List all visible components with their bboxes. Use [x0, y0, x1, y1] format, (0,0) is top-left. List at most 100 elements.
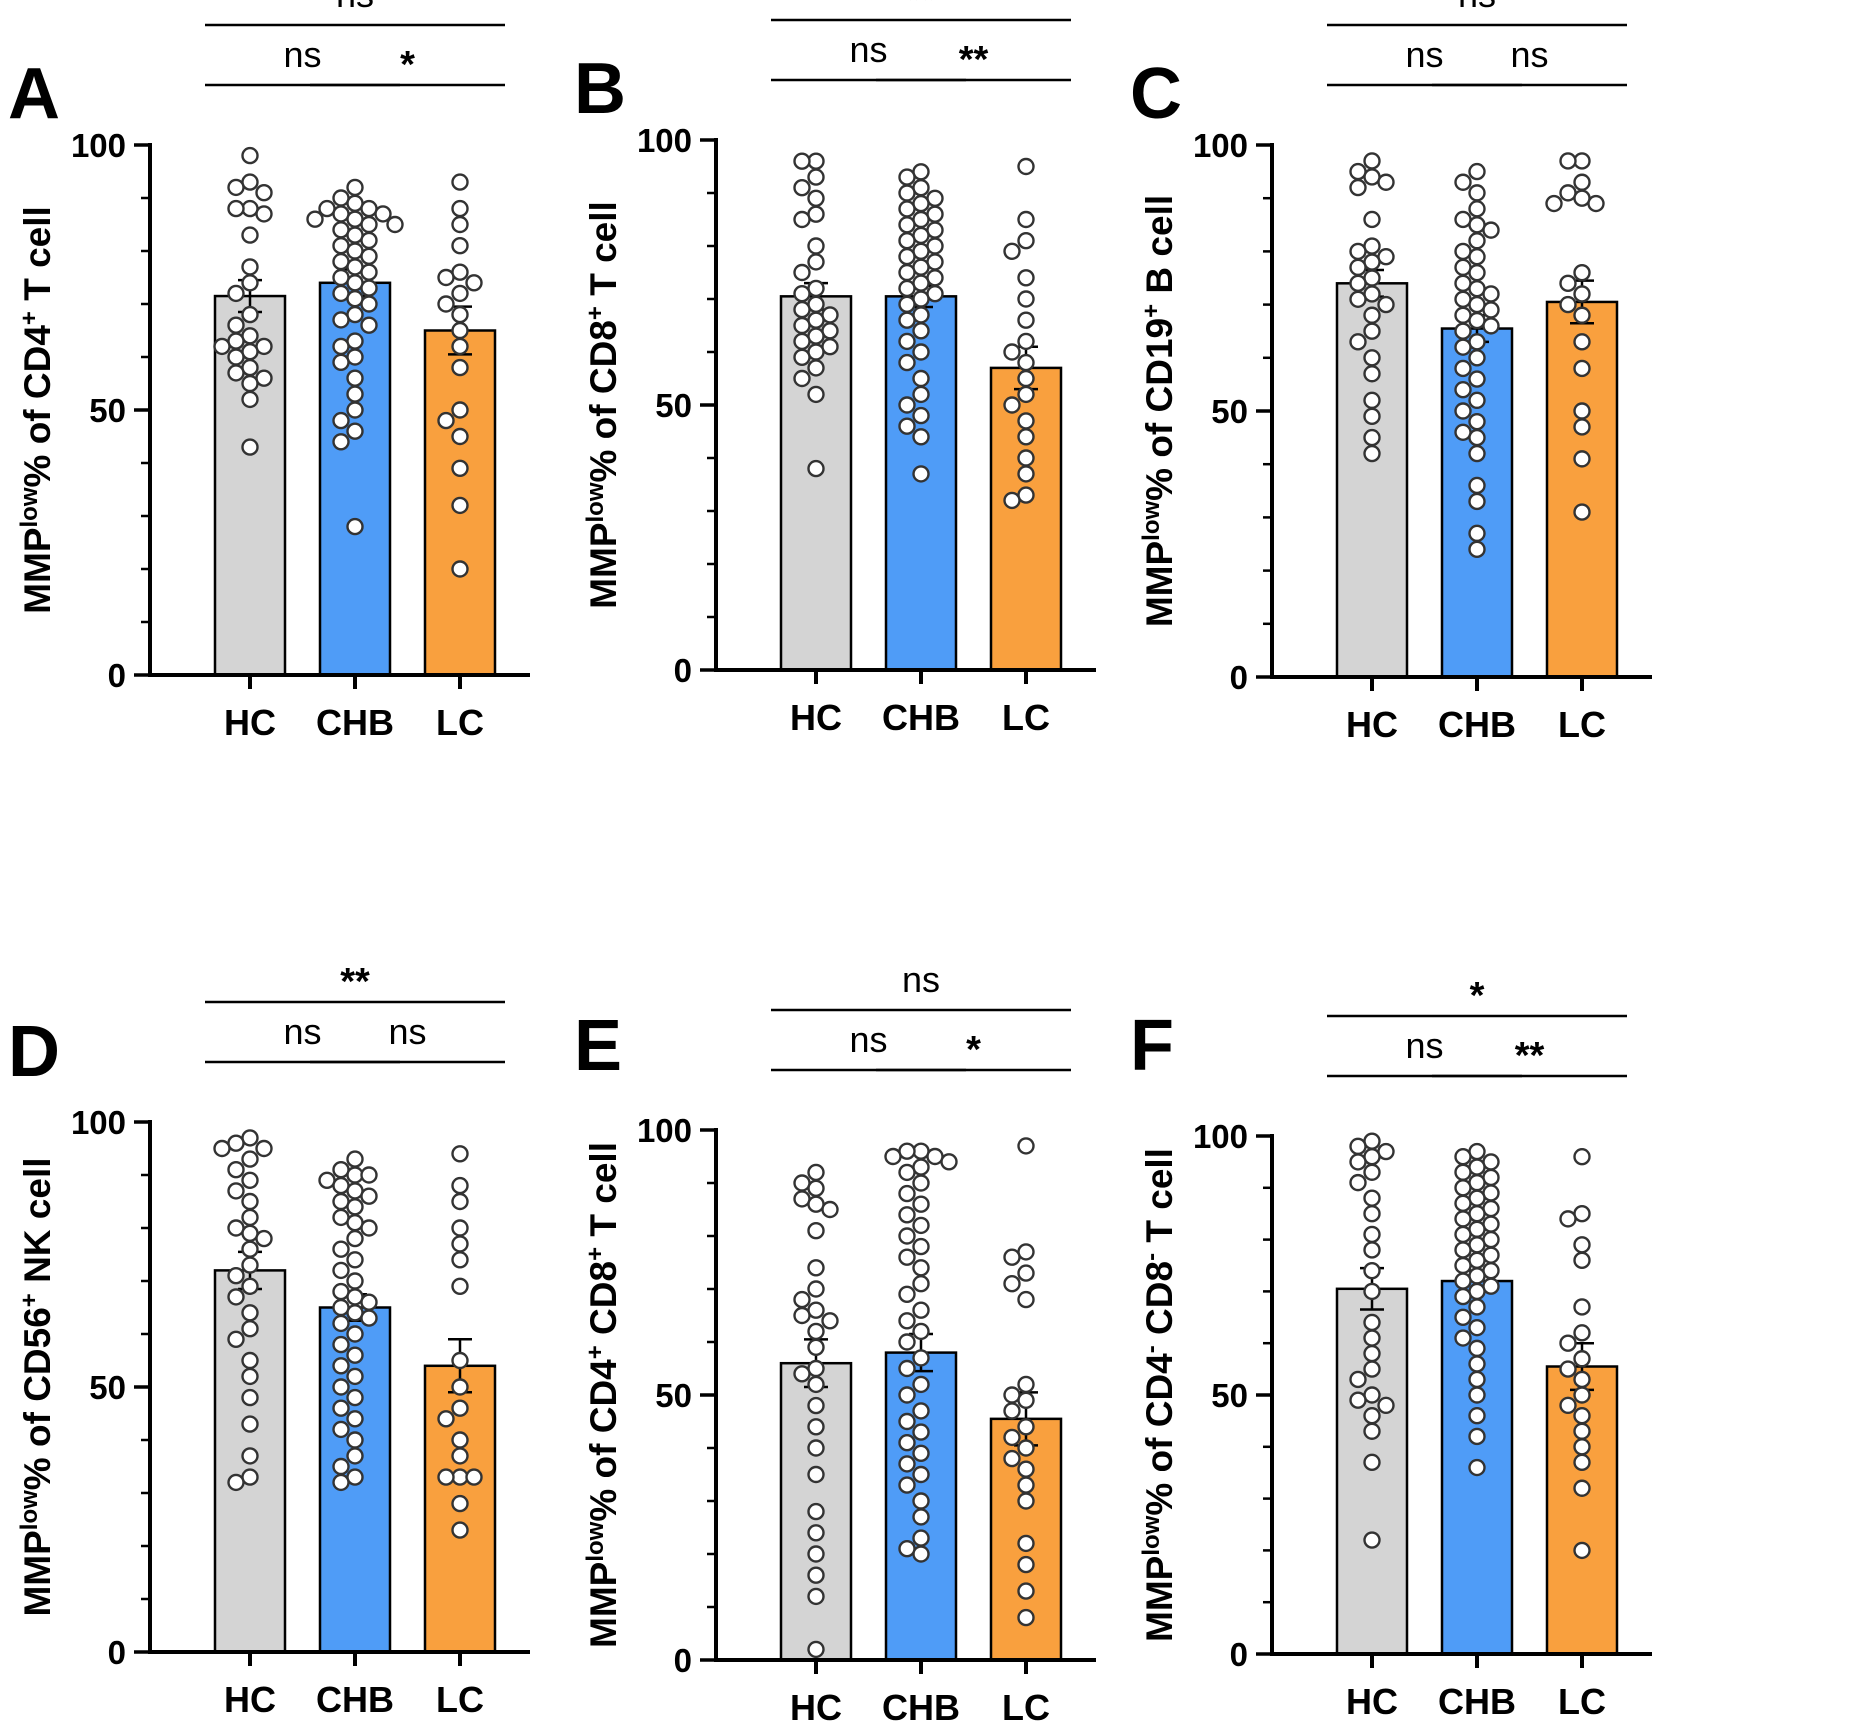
data-point — [1017, 385, 1035, 404]
data-point — [1017, 369, 1035, 388]
data-point — [227, 199, 245, 218]
data-point — [346, 1325, 364, 1343]
significance-label: ns — [283, 34, 321, 75]
data-point — [1573, 1324, 1591, 1342]
data-point — [1482, 221, 1500, 239]
points-hc — [793, 1163, 839, 1659]
data-point — [1003, 343, 1021, 361]
data-point — [912, 1545, 930, 1563]
data-point — [1468, 524, 1486, 543]
data-point — [807, 1465, 825, 1484]
data-point — [1468, 1204, 1486, 1223]
data-point — [807, 1322, 825, 1341]
data-point — [912, 343, 930, 361]
data-point — [241, 199, 259, 218]
data-point — [346, 422, 364, 440]
bar-lc — [1545, 300, 1619, 679]
data-point — [1454, 1272, 1472, 1290]
data-point — [1468, 1386, 1486, 1404]
data-point — [227, 332, 245, 350]
data-point — [346, 1410, 364, 1428]
data-point — [1468, 279, 1486, 298]
data-point — [1349, 178, 1367, 197]
data-point — [1468, 1339, 1486, 1358]
data-point — [807, 1179, 825, 1198]
data-point — [821, 306, 839, 324]
data-point — [1573, 1204, 1591, 1223]
data-point — [255, 205, 273, 223]
data-point — [1017, 1290, 1035, 1309]
y-axis-title-sup: low — [16, 1490, 43, 1530]
data-point — [213, 1139, 231, 1158]
y-axis-title-sup: + — [582, 1345, 609, 1359]
data-point — [898, 332, 916, 351]
data-point — [1349, 1173, 1367, 1192]
data-point — [807, 1338, 825, 1357]
data-point — [1454, 1194, 1472, 1213]
x-tick-label-lc: LC — [1002, 1687, 1050, 1725]
data-point — [255, 183, 273, 202]
data-point — [241, 1192, 259, 1211]
data-point — [1377, 1396, 1395, 1415]
data-point — [1454, 290, 1472, 308]
data-point — [1468, 1189, 1486, 1207]
data-point — [332, 189, 350, 207]
data-point — [465, 274, 483, 292]
y-axis-title-part: B cell — [1139, 195, 1180, 304]
data-point — [793, 369, 811, 388]
data-point — [898, 231, 916, 250]
data-point — [807, 295, 825, 313]
data-point — [807, 168, 825, 186]
data-point — [227, 1266, 245, 1285]
data-point — [807, 189, 825, 208]
data-point — [1349, 1137, 1367, 1156]
data-point — [898, 216, 916, 234]
data-point — [807, 327, 825, 345]
data-point — [1017, 1460, 1035, 1478]
data-point — [912, 1402, 930, 1420]
data-point — [1349, 242, 1367, 261]
data-point — [227, 1134, 245, 1152]
data-point — [227, 1160, 245, 1179]
data-point — [898, 1433, 916, 1452]
data-point — [1003, 1386, 1021, 1404]
x-tick-label-chb: CHB — [882, 697, 960, 738]
data-point — [1559, 1360, 1577, 1378]
data-point — [1363, 1422, 1381, 1440]
data-point — [332, 1473, 350, 1492]
points-chb — [1454, 1142, 1500, 1477]
points-chb — [318, 1150, 378, 1492]
data-point — [1363, 1344, 1381, 1363]
data-point — [241, 1351, 259, 1370]
data-point — [346, 1251, 364, 1269]
data-point — [1377, 295, 1395, 314]
x-tick-label-lc: LC — [436, 702, 484, 743]
data-point — [1482, 285, 1500, 303]
data-point — [451, 236, 469, 255]
y-axis-title-part: MMP — [583, 522, 624, 608]
x-tick-label-lc: LC — [436, 1679, 484, 1720]
data-point — [241, 1256, 259, 1274]
data-point — [241, 1319, 259, 1338]
data-point — [912, 1423, 930, 1441]
data-point — [1573, 1148, 1591, 1166]
data-point — [1363, 1163, 1381, 1181]
data-point — [1573, 173, 1591, 191]
data-point — [332, 1208, 350, 1227]
data-point — [807, 1375, 825, 1394]
data-point — [1363, 391, 1381, 410]
data-point — [912, 306, 930, 324]
data-point — [1468, 1318, 1486, 1337]
data-point — [1482, 1199, 1500, 1218]
data-point — [1454, 1308, 1472, 1327]
data-point — [1468, 444, 1486, 463]
data-point — [360, 1187, 378, 1205]
data-point — [1349, 1391, 1367, 1409]
significance-label: ** — [906, 0, 936, 21]
y-axis-title: MMPlow% of CD4+ T cell — [16, 206, 59, 614]
data-point — [1454, 1287, 1472, 1306]
points-lc — [437, 173, 483, 578]
data-point — [332, 1160, 350, 1179]
x-tick-label-chb: CHB — [1438, 704, 1516, 745]
data-point — [346, 332, 364, 350]
